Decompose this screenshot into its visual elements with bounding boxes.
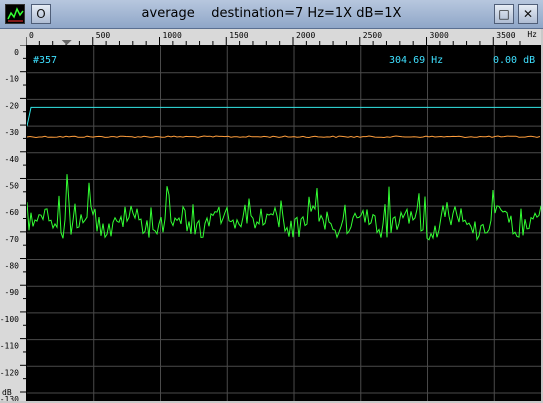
spectrum-plot[interactable]: #357 304.69 Hz 0.00 dB: [27, 46, 541, 401]
y-tick-label: -20: [5, 101, 20, 110]
peak-hold-trace: [27, 106, 541, 127]
y-tick-label: -50: [5, 181, 20, 190]
level-unit-label: dB: [2, 388, 12, 397]
y-tick-label: -110: [0, 342, 19, 351]
y-tick-label: -70: [5, 235, 20, 244]
average-trace: [27, 135, 541, 139]
y-tick-label: -60: [5, 208, 20, 217]
y-tick-label: -10: [5, 75, 20, 84]
y-tick-label: 0: [14, 48, 19, 57]
x-tick-label: 0: [29, 31, 34, 40]
x-tick-label: 3000: [430, 31, 449, 40]
frequency-readout: 304.69 Hz: [389, 55, 444, 66]
frequency-ruler-ticks: 0 500 1000 1500 2000 2500 3000 3500: [26, 31, 521, 45]
x-tick-label: 1000: [163, 31, 182, 40]
level-ruler-ticks: 0 -10 -20 -30 -40 -50 -60 -70 -80 -90 -100 -110 -120…: [0, 45, 26, 401]
y-tick-label: -100: [0, 315, 19, 324]
x-tick-label: 2000: [296, 31, 315, 40]
frequency-cursor-icon: [61, 40, 72, 45]
y-tick-label: -90: [5, 288, 20, 297]
x-tick-label: 500: [96, 31, 111, 40]
frequency-ruler[interactable]: 0 500 1000 1500 2000 2500 3000 3500 Hz: [26, 29, 541, 46]
y-tick-label: -40: [5, 155, 20, 164]
title-bar[interactable]: O average destination=7 Hz=1X dB=1X □ ✕: [0, 0, 543, 29]
x-tick-label: 1500: [229, 31, 248, 40]
close-icon: ✕: [522, 7, 534, 21]
level-ruler[interactable]: 0 -10 -20 -30 -40 -50 -60 -70 -80 -90 -100 -110 -120…: [0, 45, 27, 401]
frame-counter: #357: [33, 55, 58, 66]
y-tick-label: -30: [5, 128, 20, 137]
spectrum-trace: [27, 174, 541, 242]
spectrum-logo-icon: [7, 7, 24, 22]
y-tick-label: -80: [5, 262, 20, 271]
maximize-button[interactable]: □: [494, 4, 514, 24]
frequency-unit-label: Hz: [527, 30, 537, 39]
spectrum-chart: [27, 46, 541, 401]
app-icon[interactable]: [5, 4, 25, 24]
ruler-corner: [0, 29, 26, 46]
y-tick-label: -120: [0, 368, 19, 377]
level-readout: 0.00 dB: [493, 55, 536, 66]
y-tick-label: -130: [0, 395, 19, 401]
x-tick-label: 2500: [363, 31, 382, 40]
close-button[interactable]: ✕: [518, 4, 538, 24]
menu-icon: O: [36, 7, 46, 21]
x-tick-label: 3500: [496, 31, 515, 40]
maximize-icon: □: [498, 7, 510, 21]
window-menu-button[interactable]: O: [31, 4, 51, 24]
window-title: average destination=7 Hz=1X dB=1X: [141, 6, 402, 21]
